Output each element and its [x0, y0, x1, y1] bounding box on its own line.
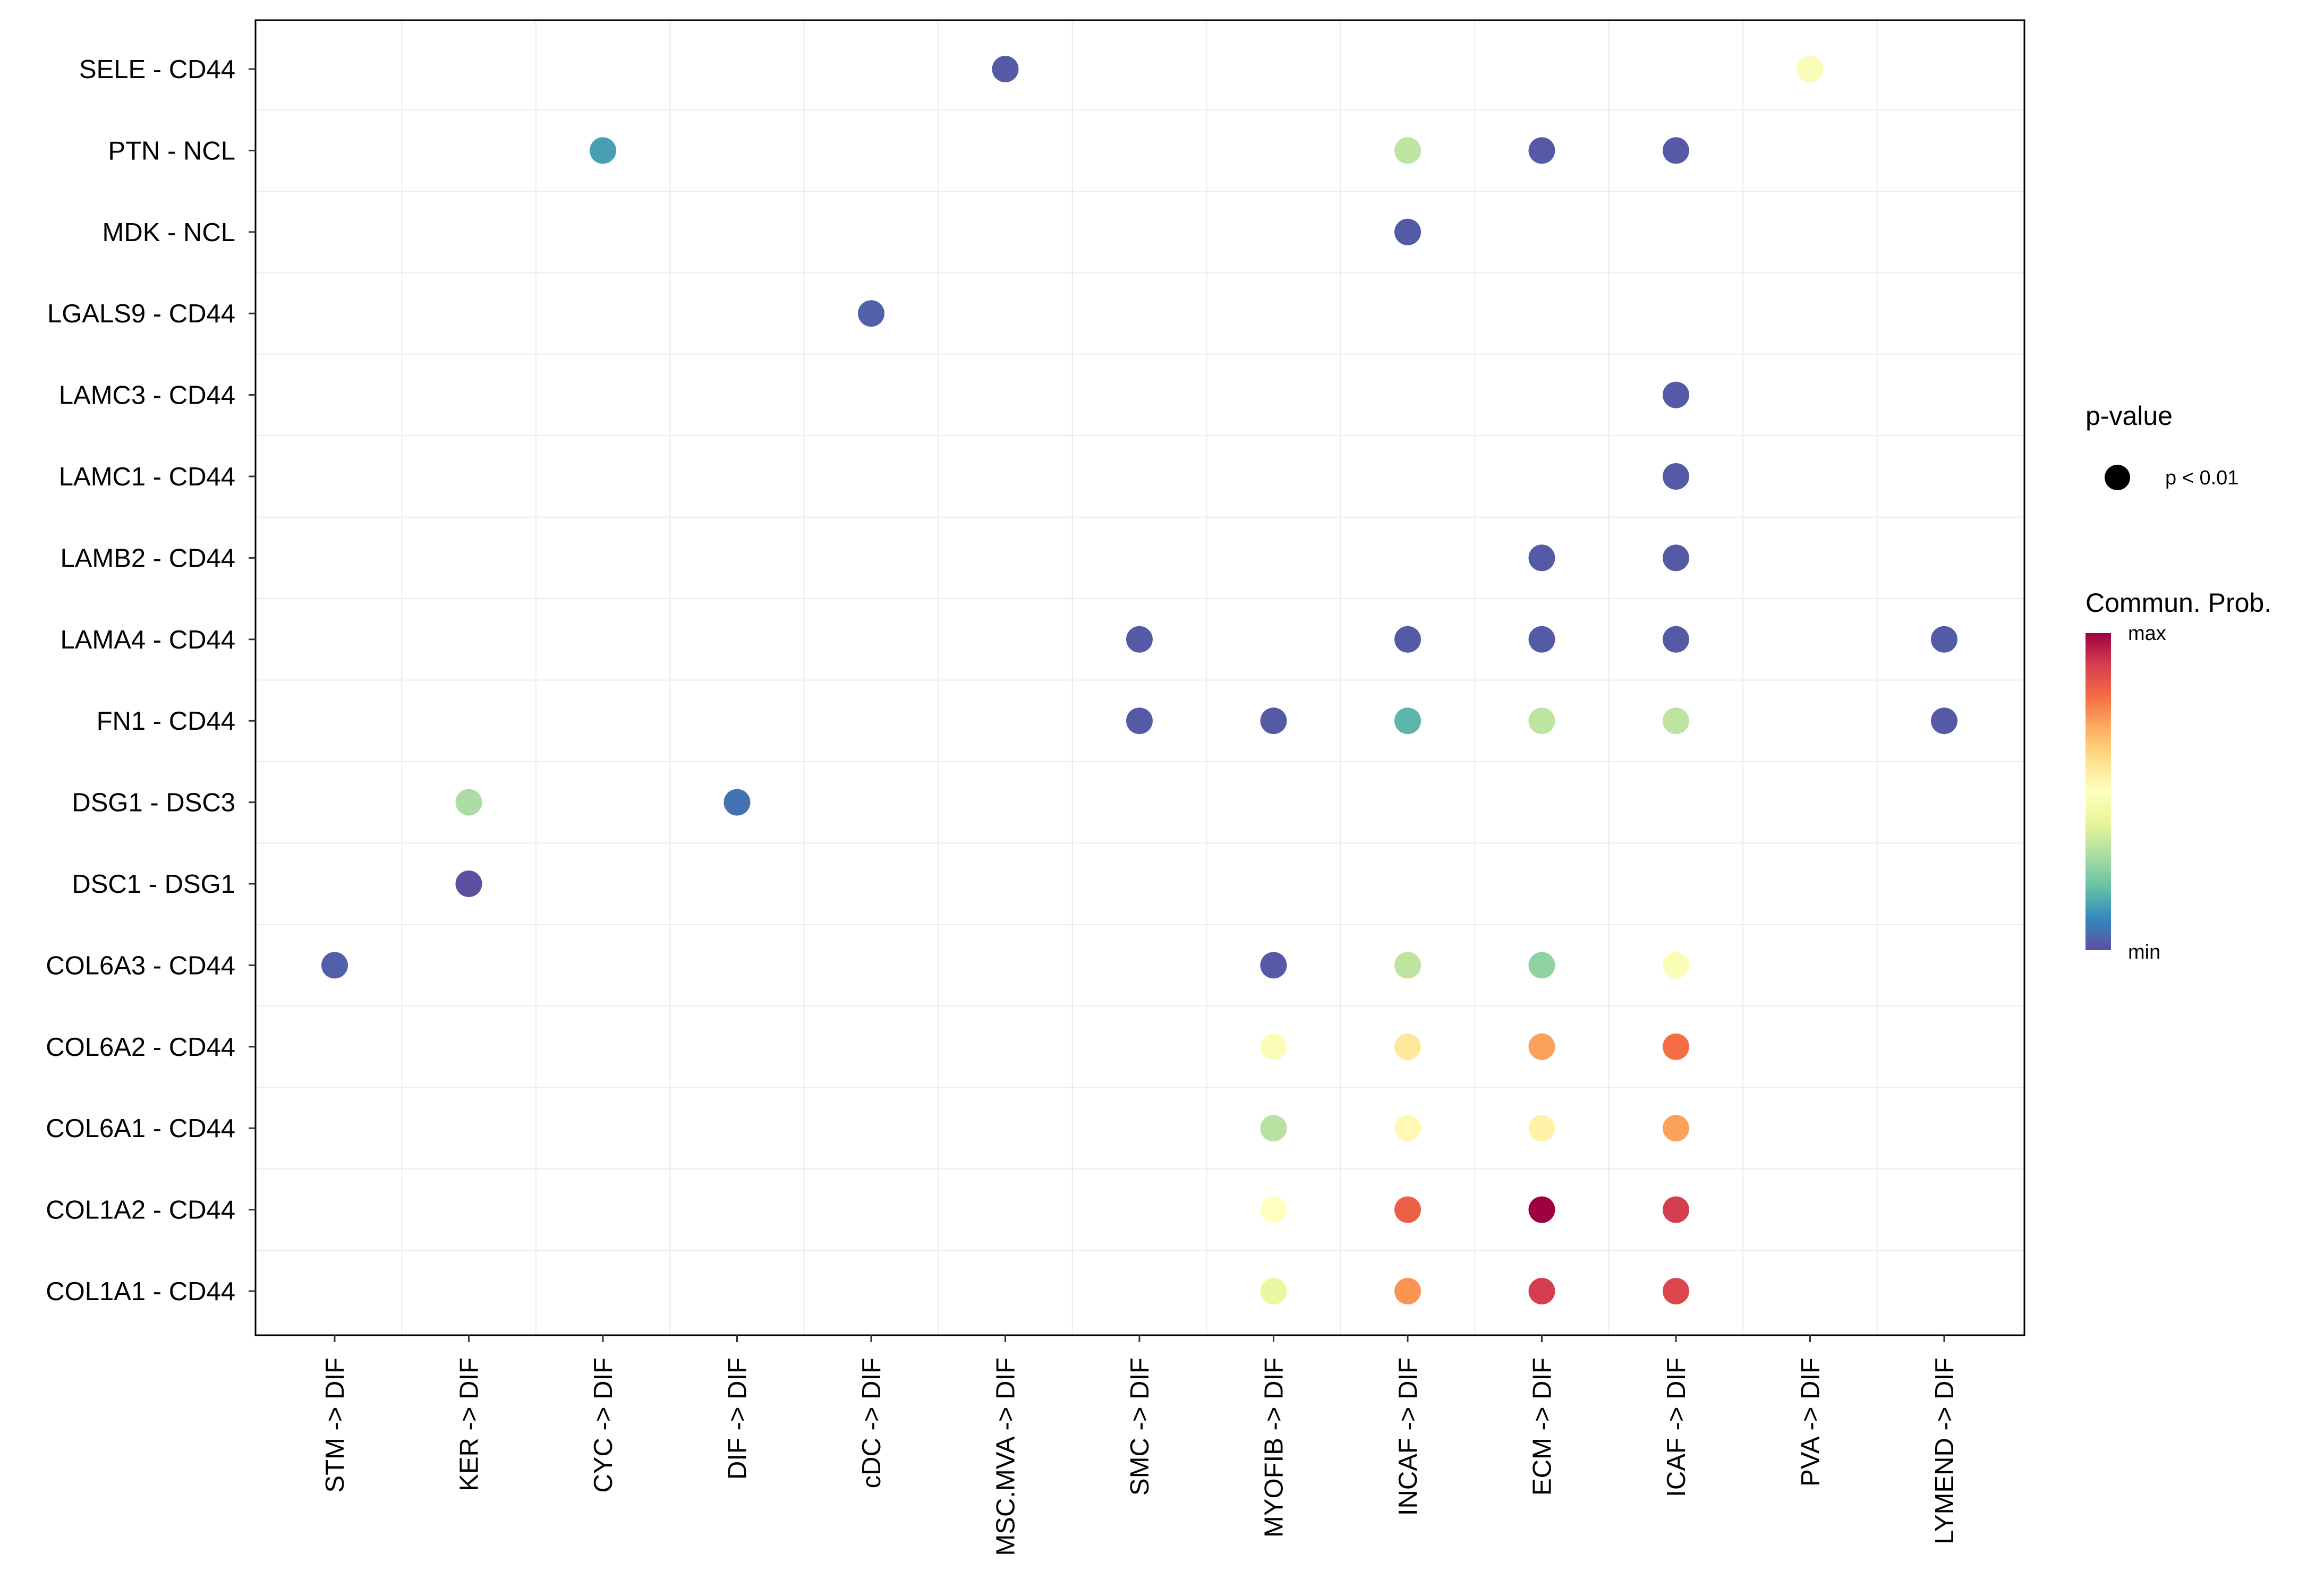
y-tick-label-lamb2-cd44: LAMB2 - CD44 — [60, 544, 235, 573]
point-col6a2-cd44-icaf-dif — [1663, 1033, 1689, 1060]
grid-lines — [256, 20, 2024, 1335]
color-legend-title: Commun. Prob. — [2085, 588, 2271, 618]
point-col6a2-cd44-myofib-dif — [1260, 1033, 1287, 1060]
point-fn1-cd44-smc-dif — [1126, 707, 1153, 735]
point-lama4-cd44-smc-dif — [1126, 626, 1153, 653]
y-axis: SELE - CD44 PTN - NCL MDK - NCL LGALS9 - CD… — [46, 55, 256, 1306]
colorbar-max-label: max — [2128, 622, 2166, 645]
point-fn1-cd44-icaf-dif — [1663, 707, 1689, 735]
y-tick-label-col6a2-cd44: COL6A2 - CD44 — [46, 1033, 235, 1062]
y-tick-label-col6a1-cd44: COL6A1 - CD44 — [46, 1114, 235, 1143]
x-tick-label-stm-dif: STM -> DIF — [321, 1358, 350, 1493]
point-lama4-cd44-lymend-dif — [1931, 626, 1957, 653]
legend: p-value p < 0.01 Commun. Prob. max min — [2085, 401, 2271, 963]
y-tick-label-dsg1-dsc3: DSG1 - DSC3 — [72, 789, 235, 817]
x-tick-label-ker-dif: KER -> DIF — [455, 1358, 484, 1491]
y-tick-label-fn1-cd44: FN1 - CD44 — [97, 707, 235, 736]
y-tick-label-dsc1-dsg1: DSC1 - DSG1 — [72, 870, 235, 899]
point-col6a3-cd44-icaf-dif — [1663, 952, 1689, 979]
point-ptn-ncl-incaf-dif — [1394, 137, 1421, 164]
point-mdk-ncl-incaf-dif — [1394, 218, 1421, 245]
point-col6a3-cd44-incaf-dif — [1394, 952, 1421, 979]
x-tick-label-smc-dif: SMC -> DIF — [1126, 1358, 1154, 1496]
colorbar — [2085, 633, 2111, 950]
point-dsg1-dsc3-dif-dif — [723, 789, 751, 816]
y-tick-label-ptn-ncl: PTN - NCL — [108, 136, 235, 165]
point-col1a2-cd44-icaf-dif — [1663, 1196, 1689, 1223]
y-tick-label-lama4-cd44: LAMA4 - CD44 — [60, 626, 235, 654]
pvalue-legend-label: p < 0.01 — [2165, 467, 2238, 489]
point-col1a2-cd44-myofib-dif — [1260, 1196, 1287, 1223]
point-dsc1-dsg1-ker-dif — [455, 870, 482, 897]
y-tick-label-sele-cd44: SELE - CD44 — [79, 55, 235, 84]
point-lamb2-cd44-ecm-dif — [1528, 544, 1555, 571]
y-tick-label-lgals9-cd44: LGALS9 - CD44 — [47, 300, 235, 328]
point-col6a1-cd44-incaf-dif — [1394, 1115, 1421, 1142]
point-col1a1-cd44-incaf-dif — [1394, 1278, 1421, 1304]
x-tick-label-incaf-dif: INCAF -> DIF — [1394, 1358, 1423, 1516]
point-col6a3-cd44-ecm-dif — [1528, 952, 1555, 979]
point-fn1-cd44-lymend-dif — [1931, 707, 1957, 735]
point-col6a2-cd44-incaf-dif — [1394, 1033, 1421, 1060]
x-tick-label-dif-dif: DIF -> DIF — [723, 1358, 752, 1480]
point-col6a3-cd44-myofib-dif — [1260, 952, 1287, 979]
colorbar-min-label: min — [2128, 941, 2160, 963]
point-ptn-ncl-ecm-dif — [1528, 137, 1555, 164]
x-tick-label-myofib-dif: MYOFIB -> DIF — [1260, 1358, 1289, 1538]
point-lamc1-cd44-icaf-dif — [1663, 463, 1689, 490]
point-col6a1-cd44-ecm-dif — [1528, 1115, 1555, 1142]
x-tick-label-lymend-dif: LYMEND -> DIF — [1930, 1358, 1959, 1544]
point-fn1-cd44-ecm-dif — [1528, 707, 1555, 735]
y-tick-label-col1a2-cd44: COL1A2 - CD44 — [46, 1196, 235, 1225]
x-tick-label-icaf-dif: ICAF -> DIF — [1662, 1358, 1691, 1497]
y-tick-label-lamc1-cd44: LAMC1 - CD44 — [59, 463, 235, 491]
data-points — [321, 56, 1957, 1304]
point-lgals9-cd44-cdc-dif — [858, 300, 884, 327]
x-tick-label-msc-mva-dif: MSC.MVA -> DIF — [992, 1358, 1020, 1556]
point-lamc3-cd44-icaf-dif — [1663, 381, 1689, 408]
point-col6a1-cd44-myofib-dif — [1260, 1115, 1287, 1142]
point-sele-cd44-msc-mva-dif — [992, 56, 1019, 82]
point-ptn-ncl-icaf-dif — [1663, 137, 1689, 164]
point-fn1-cd44-myofib-dif — [1260, 707, 1287, 735]
point-sele-cd44-pva-dif — [1797, 56, 1824, 82]
point-col1a2-cd44-ecm-dif — [1528, 1196, 1555, 1223]
x-tick-label-ecm-dif: ECM -> DIF — [1528, 1358, 1557, 1496]
point-col1a1-cd44-icaf-dif — [1663, 1278, 1689, 1304]
point-col1a1-cd44-myofib-dif — [1260, 1278, 1287, 1304]
plot-panel-background — [256, 20, 2024, 1335]
point-col6a2-cd44-ecm-dif — [1528, 1033, 1555, 1060]
y-tick-label-col6a3-cd44: COL6A3 - CD44 — [46, 951, 235, 980]
x-tick-label-cyc-dif: CYC -> DIF — [589, 1358, 618, 1493]
y-tick-label-lamc3-cd44: LAMC3 - CD44 — [59, 381, 235, 410]
point-ptn-ncl-cyc-dif — [590, 137, 616, 164]
y-tick-label-mdk-ncl: MDK - NCL — [103, 218, 235, 247]
x-tick-label-cdc-dif: cDC -> DIF — [857, 1358, 886, 1488]
y-tick-label-col1a1-cd44: COL1A1 - CD44 — [46, 1277, 235, 1306]
x-axis: STM -> DIF KER -> DIF CYC -> DIF DIF -> DIF… — [321, 1335, 1959, 1556]
point-col1a2-cd44-incaf-dif — [1394, 1196, 1421, 1223]
point-lamb2-cd44-icaf-dif — [1663, 544, 1689, 571]
pvalue-legend-title: p-value — [2085, 401, 2173, 431]
point-col6a1-cd44-icaf-dif — [1663, 1115, 1689, 1142]
pvalue-legend-dot — [2105, 465, 2130, 490]
point-dsg1-dsc3-ker-dif — [455, 789, 482, 816]
point-lama4-cd44-incaf-dif — [1394, 626, 1421, 653]
point-fn1-cd44-incaf-dif — [1394, 707, 1421, 735]
point-col6a3-cd44-stm-dif — [321, 952, 348, 979]
point-lama4-cd44-ecm-dif — [1528, 626, 1555, 653]
point-col1a1-cd44-ecm-dif — [1528, 1278, 1555, 1304]
x-tick-label-pva-dif: PVA -> DIF — [1797, 1358, 1825, 1487]
point-lama4-cd44-icaf-dif — [1663, 626, 1689, 653]
